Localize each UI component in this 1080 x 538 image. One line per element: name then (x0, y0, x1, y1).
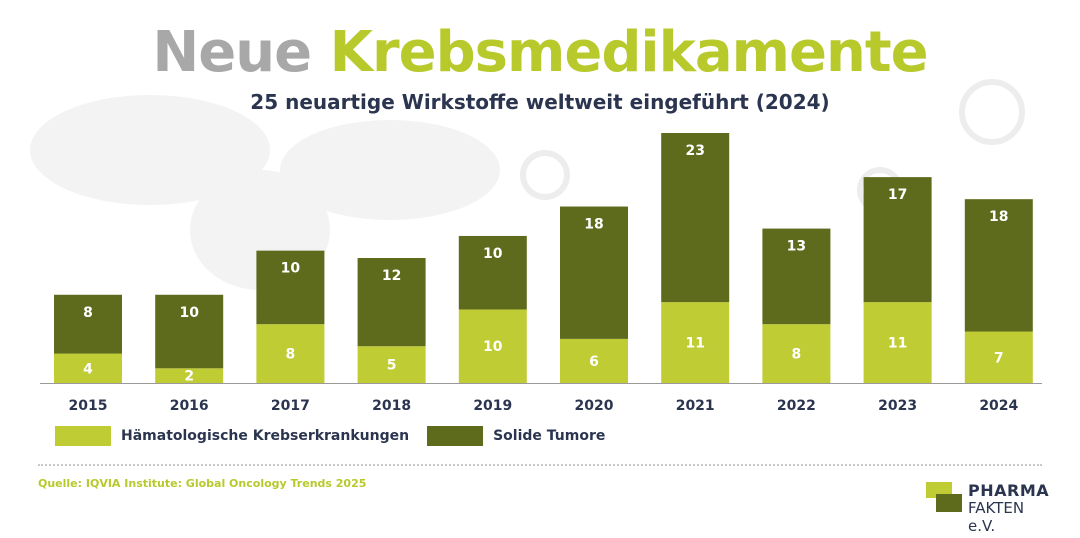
data-label-haematologic: 7 (994, 350, 1004, 366)
x-tick-label: 2024 (979, 398, 1018, 414)
bar-haematologic-2016 (155, 368, 224, 383)
x-tick-label: 2018 (372, 398, 411, 414)
legend-swatch-dark (427, 426, 484, 446)
bar-solid-2018 (357, 258, 426, 347)
legend-label: Hämatologische Krebserkrankungen (121, 428, 410, 444)
data-label-solid: 8 (83, 305, 93, 321)
x-tick-label: 2023 (878, 398, 917, 414)
data-label-solid: 17 (888, 187, 907, 203)
world-map-shape (280, 120, 500, 220)
source-note: Quelle: IQVIA Institute: Global Oncology… (38, 477, 367, 490)
page-title: Neue Krebsmedikamente (0, 18, 1080, 88)
bar-solid-2015 (54, 294, 122, 354)
x-tick-label: 2016 (170, 398, 209, 414)
world-map-shape (30, 95, 270, 205)
bar-solid-2020 (560, 206, 628, 339)
bar-solid-2016 (155, 294, 224, 369)
data-label-solid: 18 (989, 209, 1008, 225)
bar-haematologic-2018 (357, 346, 426, 383)
legend-item-solid: Solide Tumore (427, 426, 605, 446)
x-tick-label: 2021 (676, 398, 715, 414)
legend-swatch-light (55, 426, 111, 446)
data-label-haematologic: 8 (792, 347, 802, 363)
data-label-haematologic: 4 (83, 361, 93, 377)
data-label-haematologic: 5 (387, 358, 397, 374)
bar-haematologic-2020 (560, 338, 628, 383)
data-label-haematologic: 6 (589, 354, 599, 370)
title-part-2: Krebsmedikamente (329, 20, 929, 85)
bar-solid-2017 (256, 250, 325, 325)
data-label-haematologic: 10 (483, 339, 503, 355)
data-label-solid: 10 (483, 246, 503, 262)
data-label-solid: 10 (179, 305, 199, 321)
legend-item-haematologic: Hämatologische Krebserkrankungen (55, 426, 409, 446)
x-tick-label: 2019 (473, 398, 512, 414)
data-label-haematologic: 2 (184, 369, 194, 385)
x-tick-label: 2022 (777, 398, 816, 414)
x-tick-label: 2017 (271, 398, 310, 414)
bar-solid-2023 (863, 177, 932, 303)
data-label-solid: 23 (685, 143, 704, 159)
bar-solid-2019 (458, 235, 527, 310)
virus-icon (520, 150, 570, 200)
legend-label: Solide Tumore (493, 428, 606, 444)
logo-text-line-2: FAKTEN e.V. (968, 499, 1025, 535)
subtitle: 25 neuartige Wirkstoffe weltweit eingefü… (250, 90, 830, 114)
logo: PHARMA FAKTEN e.V. (926, 478, 1050, 535)
logo-icon (926, 482, 962, 512)
bar-haematologic-2024 (964, 331, 1033, 383)
title-part-1: Neue (152, 20, 312, 85)
data-label-haematologic: 11 (888, 336, 907, 352)
bar-solid-2022 (762, 228, 831, 325)
bar-solid-2021 (661, 133, 730, 303)
bar-solid-2024 (964, 199, 1033, 332)
data-label-solid: 18 (584, 217, 603, 233)
data-label-solid: 13 (787, 239, 806, 255)
bar-haematologic-2021 (661, 302, 730, 383)
legend: Hämatologische Krebserkrankungen Solide … (55, 426, 623, 446)
x-tick-label: 2015 (69, 398, 108, 414)
bar-haematologic-2023 (863, 302, 932, 383)
bar-haematologic-2017 (256, 324, 325, 383)
x-tick-label: 2020 (575, 398, 614, 414)
bar-haematologic-2015 (54, 353, 122, 383)
data-label-haematologic: 11 (685, 336, 704, 352)
bar-haematologic-2019 (458, 309, 527, 383)
logo-text-line-1: PHARMA (968, 481, 1050, 500)
data-label-haematologic: 8 (286, 347, 296, 363)
divider (38, 464, 1042, 466)
virus-icon (959, 79, 1025, 145)
stacked-bar-chart: 4 8 2015 2 10 2016 8 10 2017 5 12 2018 10 10 2019 6 18 20… (40, 133, 1042, 414)
data-label-solid: 10 (281, 261, 301, 277)
data-label-solid: 12 (382, 268, 401, 284)
bar-haematologic-2022 (762, 324, 831, 383)
